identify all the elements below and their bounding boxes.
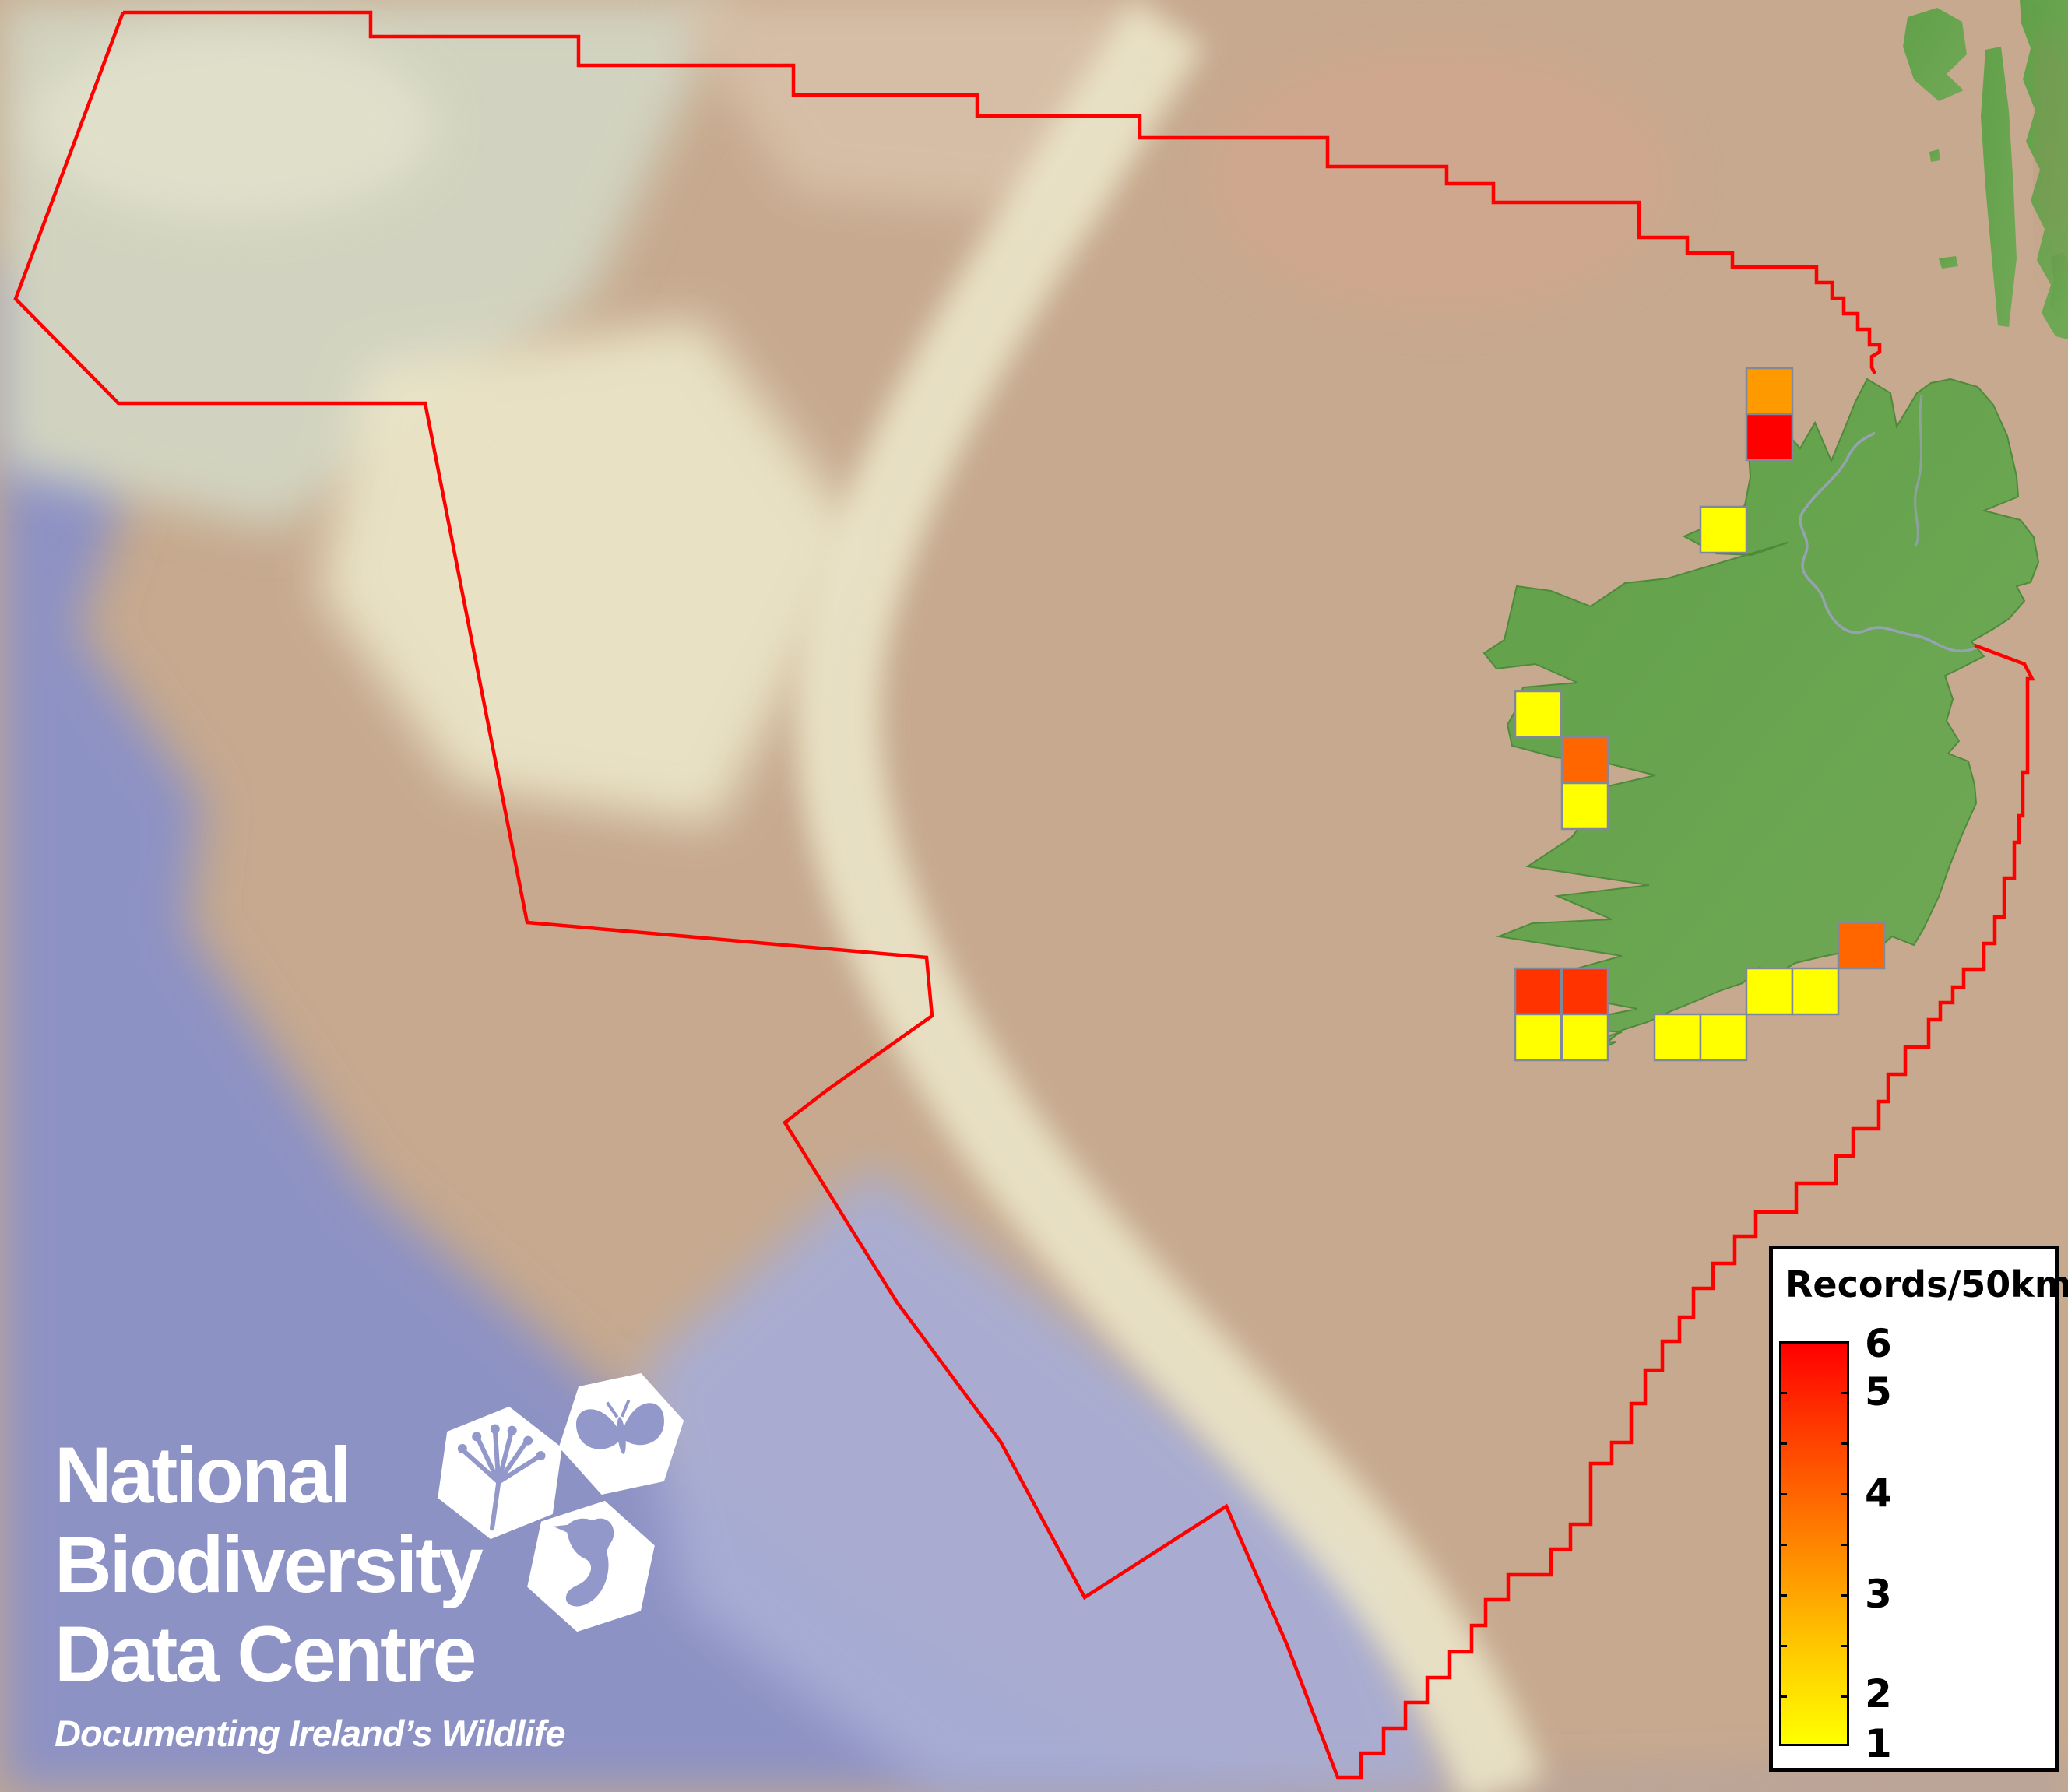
record-cell[interactable] [1837, 921, 1886, 970]
record-cell[interactable] [1560, 967, 1609, 1016]
record-cell[interactable] [1699, 1013, 1748, 1062]
legend-tick [1841, 1442, 1849, 1445]
record-cell[interactable] [1560, 782, 1609, 831]
logo-hexagons [438, 1373, 684, 1632]
legend-scale-label: 4 [1865, 1470, 1892, 1516]
record-cell[interactable] [1514, 1013, 1563, 1062]
legend-tick [1779, 1442, 1787, 1445]
legend-tick [1779, 1594, 1787, 1597]
legend-title: Records/50km [1785, 1263, 2068, 1305]
sea-deep-atlantic [0, 249, 2068, 1792]
legend-scale-label: 6 [1865, 1321, 1892, 1367]
legend-scale-label: 5 [1865, 1369, 1892, 1414]
record-cell[interactable] [1514, 690, 1563, 739]
sea-porcupine-bank [319, 319, 864, 825]
sea-pink-bank [1207, 47, 1674, 311]
record-cell[interactable] [1745, 413, 1794, 462]
record-cell[interactable] [1791, 967, 1840, 1016]
northern-ireland-border [1799, 431, 1978, 653]
river-bann [1914, 395, 1923, 547]
logo-line-3: Data Centre [55, 1610, 477, 1699]
legend-scale-label: 3 [1865, 1572, 1892, 1617]
legend-tick [1779, 1695, 1787, 1698]
plant-umbel-icon [438, 1406, 562, 1540]
nbdc-logo: National Biodiversity Data Centre Docume… [55, 1431, 566, 1755]
seahorse-icon [527, 1500, 655, 1632]
record-cell[interactable] [1514, 967, 1563, 1016]
butterfly-icon [558, 1373, 684, 1495]
eez-boundary-north [123, 10, 1882, 375]
scotland-landmass [1903, 0, 2068, 339]
logo-line-1: National [55, 1431, 351, 1520]
scotland-highland-ridge [2036, 30, 2067, 273]
legend-tick [1779, 1544, 1787, 1546]
legend-gradient-bar [1779, 1341, 1849, 1746]
legend-tick [1841, 1594, 1849, 1597]
legend-tick [1779, 1493, 1787, 1495]
legend-tick [1779, 1645, 1787, 1647]
record-cell[interactable] [1745, 967, 1794, 1016]
record-cell[interactable] [1560, 736, 1609, 785]
legend-tick [1841, 1695, 1849, 1698]
legend-tick [1841, 1645, 1849, 1647]
record-cell[interactable] [1699, 505, 1748, 554]
legend-scale-label: 1 [1865, 1721, 1892, 1767]
eez-boundary-line [13, 10, 2035, 1780]
sea-cream-patch [31, 31, 436, 218]
logo-tagline: Documenting Ireland’s Wildlife [55, 1713, 566, 1754]
record-cell[interactable] [1745, 367, 1794, 416]
legend-tick [1841, 1493, 1849, 1495]
logo-line-2: Biodiversity [55, 1520, 484, 1609]
record-cell[interactable] [1560, 1013, 1609, 1062]
sea-mid-violet [638, 1168, 1456, 1792]
legend-tick [1841, 1392, 1849, 1394]
legend-tick [1841, 1544, 1849, 1546]
legend-tick [1779, 1392, 1787, 1394]
grid-cells [1514, 367, 1886, 1062]
sea-shelf-edge-band [795, 0, 1544, 1792]
legend-scale-label: 2 [1865, 1671, 1892, 1717]
record-cell[interactable] [1653, 1013, 1702, 1062]
eez-boundary-west-south [13, 12, 2035, 1780]
